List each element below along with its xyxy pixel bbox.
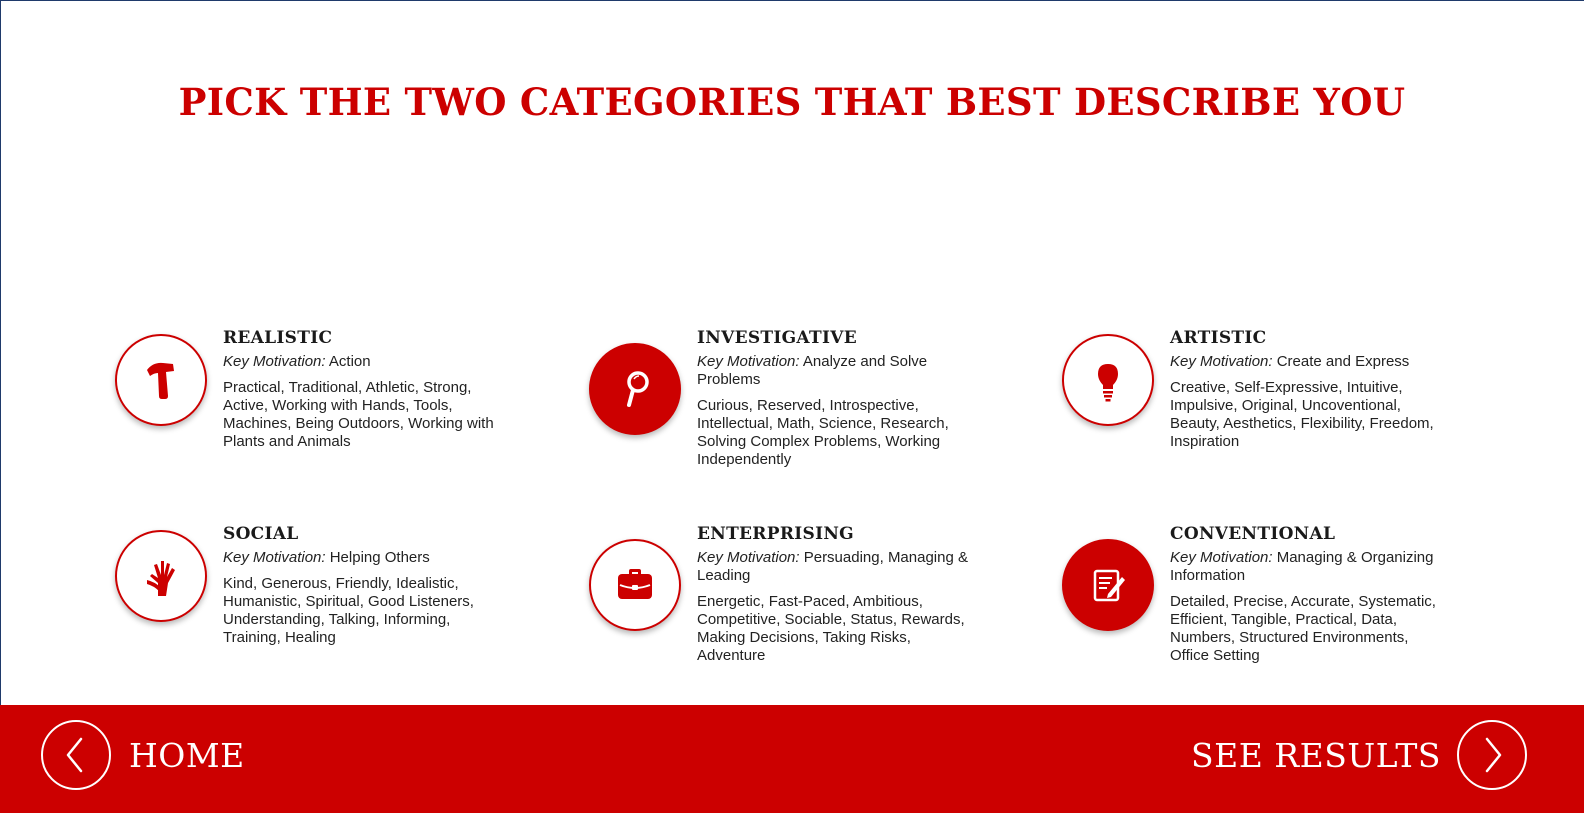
category-icon-circle[interactable] xyxy=(589,539,681,631)
category-title: INVESTIGATIVE xyxy=(697,328,857,348)
category-icon-circle[interactable] xyxy=(589,343,681,435)
key-motivation-label: Key Motivation: xyxy=(1170,353,1273,370)
lightbulb-icon xyxy=(1098,364,1118,402)
category-traits: Energetic, Fast-Paced, Ambitious, Compet… xyxy=(697,593,965,664)
category-icon-circle[interactable] xyxy=(115,530,207,622)
frame-left-border xyxy=(0,0,1,705)
magnifier-icon xyxy=(627,371,649,407)
key-motivation-label: Key Motivation: xyxy=(697,353,800,370)
hammer-icon xyxy=(147,362,174,399)
category-traits: Curious, Reserved, Introspective, Intell… xyxy=(697,397,949,468)
key-motivation: Key Motivation: Create and Express xyxy=(1170,353,1445,371)
key-motivation: Key Motivation: Helping Others xyxy=(223,549,498,567)
helping-hands-icon xyxy=(147,561,175,596)
key-motivation-value: Create and Express xyxy=(1276,353,1410,370)
key-motivation: Key Motivation: Managing & Organizing In… xyxy=(1170,549,1445,585)
category-icon-circle[interactable] xyxy=(115,334,207,426)
key-motivation-value: Managing & Organizing Information xyxy=(1170,549,1434,584)
see-results-button[interactable]: SEE RESULTS xyxy=(1191,720,1527,790)
key-motivation-value: Helping Others xyxy=(329,549,430,566)
home-label[interactable]: HOME xyxy=(129,735,245,775)
key-motivation-label: Key Motivation: xyxy=(223,549,326,566)
category-title: REALISTIC xyxy=(223,328,333,348)
key-motivation: Key Motivation: Analyze and Solve Proble… xyxy=(697,353,972,389)
key-motivation-label: Key Motivation: xyxy=(223,353,326,370)
key-motivation: Key Motivation: Persuading, Managing & L… xyxy=(697,549,972,585)
category-title: ENTERPRISING xyxy=(697,524,854,544)
category-traits: Creative, Self-Expressive, Intuitive, Im… xyxy=(1170,379,1434,450)
category-traits: Practical, Traditional, Athletic, Strong… xyxy=(223,379,494,450)
document-pen-icon xyxy=(1093,569,1125,602)
category-icon-circle[interactable] xyxy=(1062,539,1154,631)
key-motivation-label: Key Motivation: xyxy=(697,549,800,566)
page-title: PICK THE TWO CATEGORIES THAT BEST DESCRI… xyxy=(178,80,1406,124)
category-traits: Kind, Generous, Friendly, Idealistic, Hu… xyxy=(223,575,474,646)
category-title: ARTISTIC xyxy=(1170,328,1267,348)
footer-nav-bar: HOME SEE RESULTS xyxy=(0,705,1584,813)
chevron-right-icon[interactable] xyxy=(1457,720,1527,790)
see-results-label[interactable]: SEE RESULTS xyxy=(1191,735,1441,775)
key-motivation-value: Analyze and Solve Problems xyxy=(697,353,928,388)
category-icon-circle[interactable] xyxy=(1062,334,1154,426)
category-title: CONVENTIONAL xyxy=(1170,524,1336,544)
briefcase-icon xyxy=(618,569,652,599)
key-motivation-value: Action xyxy=(328,353,371,370)
category-traits: Detailed, Precise, Accurate, Systematic,… xyxy=(1170,593,1436,664)
key-motivation-label: Key Motivation: xyxy=(1170,549,1273,566)
key-motivation-value: Persuading, Managing & Leading xyxy=(697,549,968,584)
frame-top-border xyxy=(0,0,1584,1)
key-motivation: Key Motivation: Action xyxy=(223,353,498,371)
chevron-left-icon[interactable] xyxy=(41,720,111,790)
home-button[interactable]: HOME xyxy=(41,720,245,790)
category-title: SOCIAL xyxy=(223,524,299,544)
